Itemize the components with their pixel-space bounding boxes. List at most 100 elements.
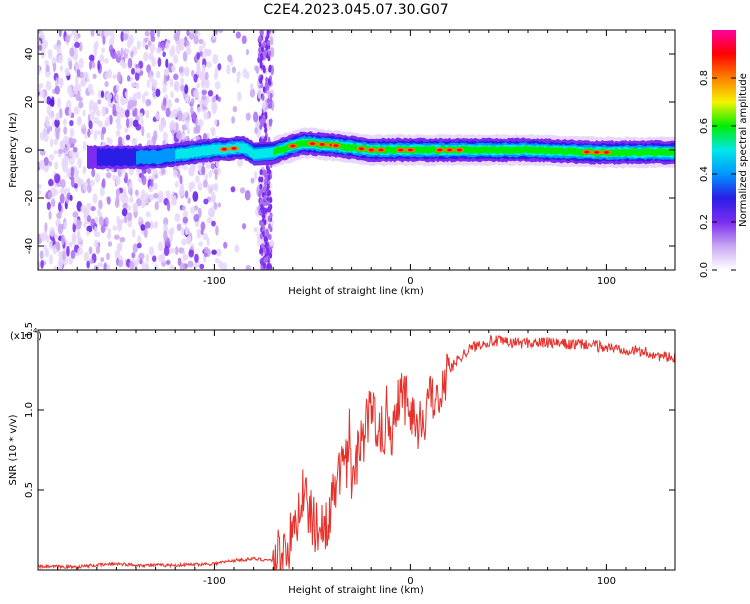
spectrogram-noise-blob [43,156,49,166]
spectrogram-noise-blob [89,111,95,120]
spectrogram-noise-blob [83,71,89,79]
spectrogram-noise-blob [78,101,84,109]
spectrogram-noise-blob [116,71,122,83]
snr-xtick-label: 100 [597,576,616,587]
spectrogram-noise-blob [46,201,51,211]
spectrogram-noise-blob [197,207,202,219]
spectrogram-noise-blob [49,226,56,237]
spectrogram-noise-blob [143,51,149,62]
spectrogram-noise-blob [89,60,93,70]
spectrogram-noise-blob [192,191,199,202]
spectrogram-noise-blob [94,40,99,50]
spectrogram-noise-blob [105,30,111,37]
spectrogram-noise-blob [144,30,150,37]
spectrogram-noise-blob [269,252,273,259]
spectrogram-noise-blob [70,249,76,259]
spectrogram-noise-blob [68,241,73,248]
spectrogram-noise-blob [97,59,101,71]
spectrogram-noise-blob [260,221,264,228]
spectrogram-noise-blob [45,80,52,91]
spectrogram-noise-blob [203,111,209,120]
spectrogram-noise-blob [71,30,77,36]
spectrogram-noise-blob [268,206,272,213]
spectrogram-noise-blob [62,249,66,261]
spectrogram-peak [231,147,237,150]
colorbar: 0.0 0.2 0.4 0.6 0.8 Normalized spectral ampl… [699,30,749,278]
spectrogram-noise-blob [266,84,270,91]
spectrogram-peak [378,148,384,152]
spectrogram-noise-blob [268,196,272,203]
spectrogram-peak [221,147,227,151]
spectrogram-noise-blob [161,166,166,175]
spectrogram-noise-blob [163,68,170,76]
spectrogram-noise-blob [78,57,84,69]
spectrogram-noise-blob [194,253,199,264]
spectrogram-noise-blob [58,107,63,119]
spectrogram-noise-blob [102,35,106,45]
spectrogram-noise-blob [110,30,115,40]
spectrogram-noise-blob [46,234,50,244]
spectrogram-noise-blob [57,201,62,212]
spectrogram-noise-blob [268,240,275,247]
snr-xlabel: Height of straight line (km) [288,585,424,596]
spectrogram-noise-blob [232,105,238,113]
spectrogram-noise-blob [268,66,272,73]
spectrogram-noise-blob [72,222,77,233]
spectrogram-noise-blob [117,136,123,144]
spectrogram-noise-blob [154,201,159,211]
spectrogram-noise-blob [122,202,128,210]
spectrogram-noise-blob [192,30,199,35]
spectrogram-noise-blob [236,71,241,79]
spectrogram-noise-blob [264,177,268,184]
spectrogram-noise-blob [237,91,242,102]
spectrogram-noise-blob [263,186,267,193]
spectrogram-noise-blob [77,157,82,169]
spectrogram-noise-blob [109,114,113,125]
spectrogram-noise-blob [174,82,180,92]
spectrogram-noise-blob [260,198,264,205]
spectrogram-noise-blob [213,182,219,192]
spectrogram-noise-blob [127,212,133,222]
spectrogram-noise-blob [141,125,145,137]
spectrogram-noise-blob [149,194,155,201]
spectrogram-noise-blob [70,176,75,188]
spectrogram-noise-blob [265,44,269,51]
spectrogram-noise-blob [190,181,196,190]
spectrogram-noise-blob [269,92,273,99]
spectrogram-noise-blob [130,67,136,75]
spectrogram-xtick-label: -100 [203,276,226,287]
spectrogram-noise-blob [206,217,213,224]
spectrogram-noise-blob [173,73,179,81]
spectrogram-peak [584,150,590,154]
spectrogram-noise-blob [172,194,177,206]
spectrogram-noise-blob [260,247,264,254]
spectrogram-noise-blob [256,237,261,246]
spectrogram-noise-blob [130,82,137,88]
spectrogram-noise-blob [118,259,123,268]
spectrogram-noise-blob [148,52,154,61]
spectrogram-noise-blob [145,211,151,218]
spectrogram-noise-blob [172,169,178,178]
spectrogram-noise-blob [137,235,142,245]
spectrogram-noise-blob [46,126,51,135]
spectrogram-noise-blob [169,48,175,57]
spectrogram-noise-blob [135,123,142,131]
spectrogram-noise-blob [93,101,98,112]
spectrogram-noise-blob [150,178,154,188]
spectrogram-noise-blob [88,54,95,61]
spectrogram-noise-blob [63,221,68,230]
spectrogram-noise-blob [266,97,270,104]
spectrogram-noise-blob [116,84,120,92]
spectrogram-noise-blob [90,218,96,229]
spectrogram-noise-blob [47,49,53,60]
spectrogram-noise-blob [259,123,263,130]
spectrogram-peak [290,144,296,148]
spectrogram-noise-blob [101,47,105,54]
spectrogram-noise-blob [104,80,109,88]
spectrogram-noise-blob [202,232,208,241]
spectrogram-noise-blob [217,63,222,71]
spectrogram-noise-blob [48,254,54,265]
spectrogram-noise-blob [112,225,117,231]
spectrogram-noise-blob [148,246,155,256]
spectrogram-noise-blob [269,102,273,109]
